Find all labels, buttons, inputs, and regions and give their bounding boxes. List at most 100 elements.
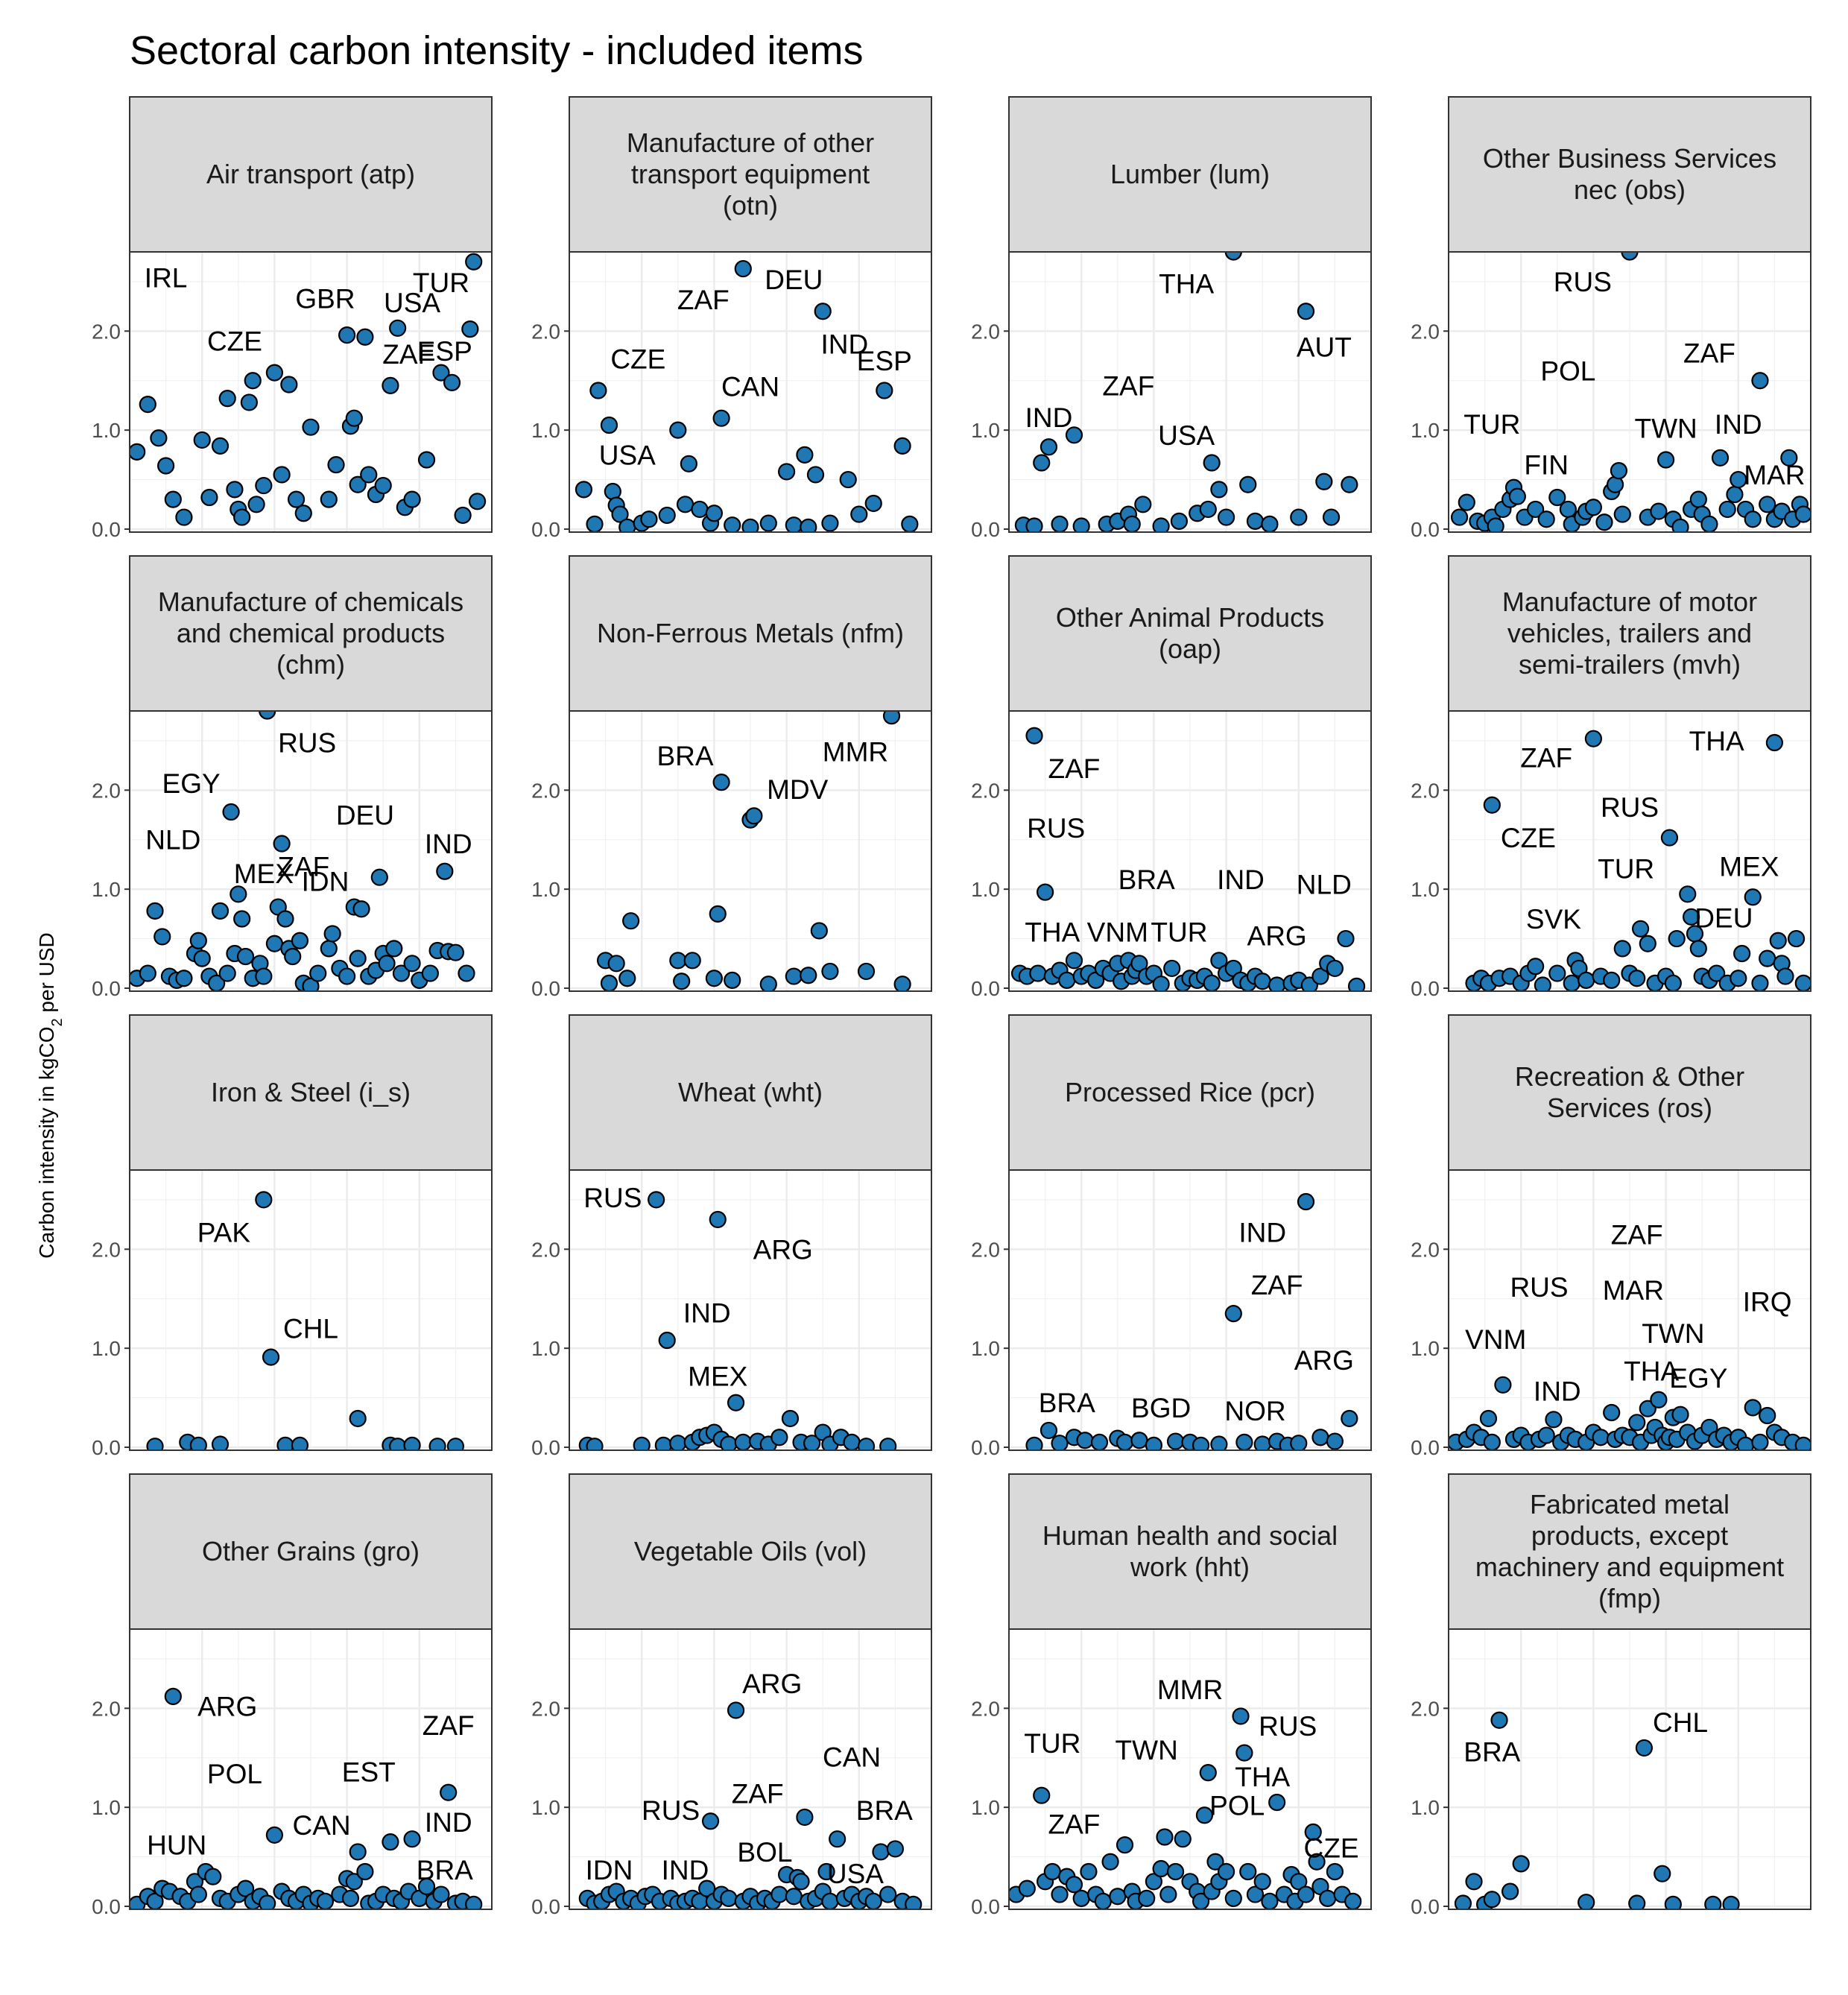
- data-point: [356, 328, 374, 346]
- data-point: [1537, 1426, 1555, 1444]
- data-point: [273, 466, 291, 484]
- data-point: [378, 955, 396, 973]
- data-point: [1025, 517, 1043, 532]
- data-point: [745, 807, 763, 825]
- data-point: [680, 455, 697, 472]
- panel-strip-title: Manufacture of motor: [1502, 587, 1757, 617]
- data-point: [648, 1191, 665, 1209]
- point-label-bra: BRA: [656, 741, 713, 771]
- data-point: [857, 962, 876, 981]
- point-label-rus: RUS: [1259, 1711, 1317, 1742]
- data-point: [1671, 518, 1689, 532]
- data-point: [872, 1843, 890, 1861]
- data-point: [349, 1843, 367, 1861]
- data-point: [1123, 515, 1141, 532]
- data-point: [255, 476, 273, 495]
- data-point: [230, 885, 247, 903]
- data-point: [669, 952, 687, 970]
- data-point: [770, 1429, 788, 1447]
- data-point: [157, 457, 175, 475]
- data-point: [1094, 1892, 1112, 1909]
- point-label-pol: POL: [1540, 355, 1595, 386]
- point-label-deu: DEU: [1694, 903, 1753, 934]
- data-point: [1341, 475, 1358, 493]
- data-point: [276, 910, 294, 928]
- data-point: [211, 437, 230, 455]
- panel-border: [129, 1169, 493, 1451]
- data-point: [1159, 1885, 1177, 1903]
- data-point: [1751, 372, 1769, 390]
- data-point: [1654, 1865, 1671, 1882]
- data-point: [781, 1409, 800, 1428]
- data-point: [1344, 1892, 1362, 1909]
- data-point: [1203, 454, 1221, 472]
- data-point: [741, 518, 759, 532]
- point-label-can: CAN: [293, 1810, 351, 1841]
- data-point: [1527, 500, 1545, 519]
- data-point: [1548, 488, 1566, 507]
- data-point: [1534, 976, 1551, 991]
- data-point: [1671, 1406, 1689, 1423]
- data-point: [284, 947, 302, 966]
- panel-border: [1448, 1169, 1811, 1451]
- data-point: [1145, 1873, 1163, 1891]
- data-layer: BRA MMR MDV: [596, 711, 911, 991]
- data-point: [226, 481, 244, 499]
- data-point: [1502, 1882, 1519, 1900]
- data-point: [370, 868, 388, 886]
- data-point: [1578, 1894, 1595, 1909]
- data-point: [1152, 517, 1170, 532]
- data-point: [796, 446, 814, 464]
- data-point: [1080, 1862, 1098, 1881]
- data-point: [218, 964, 236, 982]
- point-label-chl: CHL: [283, 1314, 338, 1344]
- y-tick-label: 1.0: [92, 878, 121, 901]
- data-point: [676, 496, 694, 513]
- y-tick-label: 0.0: [1411, 1895, 1440, 1918]
- data-point: [586, 1438, 604, 1450]
- data-point: [417, 451, 436, 469]
- data-point: [211, 1435, 230, 1450]
- point-label-bra: BRA: [1463, 1737, 1520, 1768]
- point-label-pol: POL: [1209, 1790, 1265, 1821]
- data-point: [705, 505, 724, 522]
- data-point: [403, 490, 421, 508]
- data-point: [150, 429, 168, 447]
- point-label-can: CAN: [721, 372, 779, 402]
- data-point: [1051, 515, 1069, 532]
- data-point: [1628, 970, 1646, 987]
- data-point: [1025, 727, 1043, 744]
- data-point: [1751, 1433, 1769, 1450]
- panel-strip-title: Processed Rice (pcr): [1065, 1077, 1315, 1107]
- panel-strip-title: (oap): [1159, 633, 1221, 664]
- data-point: [1584, 730, 1602, 747]
- point-label-est: EST: [342, 1757, 396, 1787]
- data-point: [1304, 1823, 1322, 1841]
- point-label-can: CAN: [823, 1742, 881, 1772]
- data-point: [1199, 1764, 1217, 1782]
- data-point: [864, 494, 882, 513]
- data-point: [1174, 1830, 1192, 1848]
- data-point: [901, 515, 919, 532]
- data-point: [146, 902, 164, 920]
- data-point: [1465, 1873, 1483, 1891]
- panel-strip-title: machinery and equipment: [1475, 1552, 1784, 1582]
- data-point: [1483, 1433, 1501, 1450]
- data-point: [1730, 970, 1747, 987]
- point-label-mar: MAR: [1603, 1275, 1664, 1306]
- point-label-nor: NOR: [1224, 1396, 1285, 1426]
- panel-strip: [1008, 96, 1372, 253]
- point-label-esp: ESP: [857, 346, 912, 376]
- data-point: [724, 971, 741, 989]
- data-point: [633, 1436, 651, 1450]
- data-point: [1065, 952, 1083, 970]
- point-label-ind: IND: [425, 829, 472, 859]
- panel-pcr: Processed Rice (pcr) 0.0 1.0 2.0 IND ZAF BRA BG…: [971, 1014, 1372, 1459]
- point-label-rus: RUS: [1510, 1272, 1568, 1303]
- point-label-cze: CZE: [1304, 1833, 1359, 1864]
- panel-strip-title: Air transport (atp): [206, 159, 415, 189]
- point-label-tha: THA: [1689, 726, 1744, 756]
- data-point: [821, 962, 839, 981]
